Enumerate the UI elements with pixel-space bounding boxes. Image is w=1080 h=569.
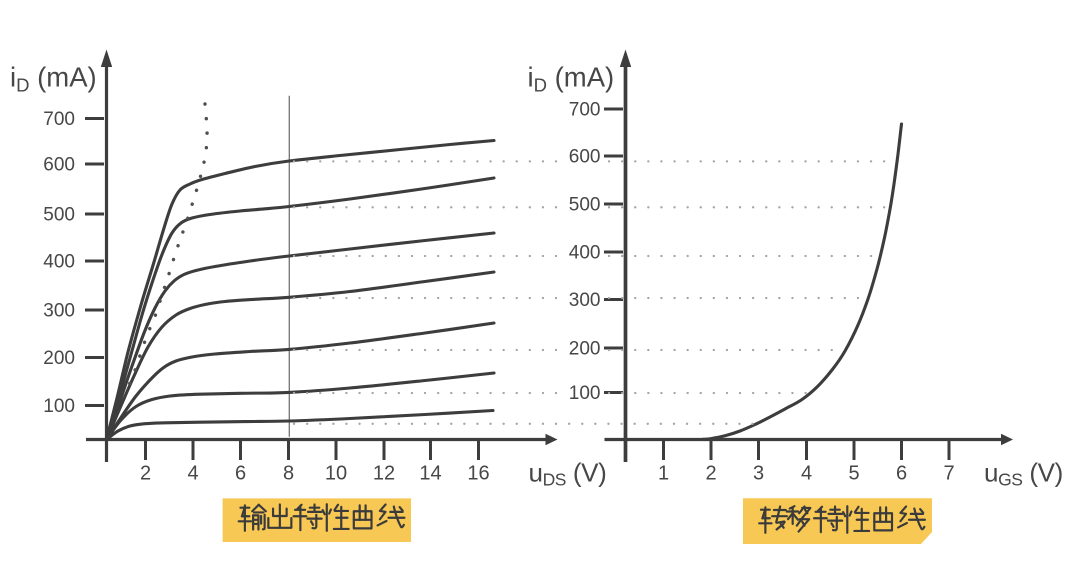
svg-text:2: 2 (140, 463, 151, 485)
svg-text:4: 4 (187, 463, 198, 485)
svg-text:uDS (V): uDS (V) (529, 458, 607, 490)
svg-text:1: 1 (658, 463, 669, 485)
svg-text:8: 8 (283, 463, 294, 485)
svg-text:10: 10 (325, 463, 347, 485)
svg-text:300: 300 (43, 300, 75, 321)
svg-text:14: 14 (419, 463, 441, 485)
svg-text:16: 16 (467, 463, 489, 485)
svg-text:300: 300 (569, 290, 601, 311)
svg-text:200: 200 (43, 348, 75, 369)
svg-text:100: 100 (569, 383, 601, 404)
svg-text:200: 200 (569, 338, 601, 359)
svg-text:6: 6 (896, 463, 907, 485)
svg-text:3: 3 (753, 463, 764, 485)
svg-text:6: 6 (235, 463, 246, 485)
svg-text:100: 100 (43, 396, 75, 417)
svg-text:2: 2 (705, 463, 716, 485)
svg-text:700: 700 (43, 109, 75, 130)
svg-text:600: 600 (43, 154, 75, 175)
svg-text:400: 400 (43, 251, 75, 272)
svg-text:12: 12 (373, 463, 395, 485)
svg-text:iD (mA): iD (mA) (528, 62, 615, 96)
svg-text:7: 7 (943, 463, 954, 485)
svg-text:400: 400 (569, 242, 601, 263)
svg-text:500: 500 (569, 194, 601, 215)
svg-text:700: 700 (569, 99, 601, 120)
svg-text:uGS (V): uGS (V) (984, 458, 1063, 490)
svg-text:500: 500 (43, 204, 75, 225)
svg-text:600: 600 (569, 146, 601, 167)
svg-text:4: 4 (801, 463, 812, 485)
svg-text:5: 5 (848, 463, 859, 485)
